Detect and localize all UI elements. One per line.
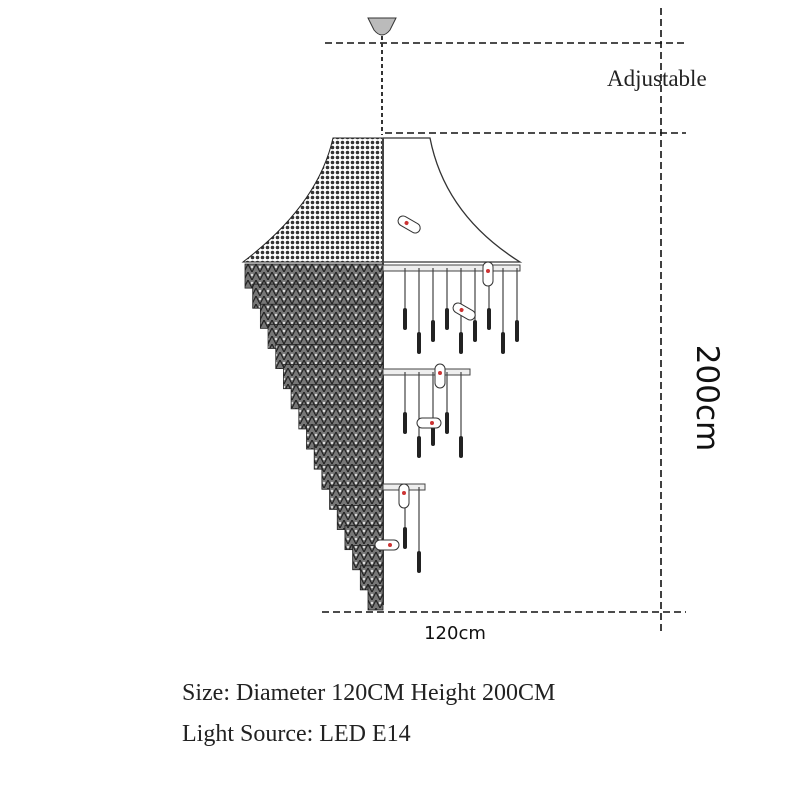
lamp-part	[403, 308, 407, 330]
lamp-part	[445, 412, 449, 434]
lamp-part	[374, 539, 400, 551]
lamp-part	[501, 332, 505, 354]
lamp-part	[445, 308, 449, 330]
lamp-part	[416, 417, 442, 429]
lamp-part	[402, 491, 406, 495]
diameter-label: 120cm	[424, 623, 486, 644]
spec-line: Size: Diameter 120CM Height 200CM	[182, 680, 555, 706]
lamp-part	[459, 436, 463, 458]
lamp-part	[417, 551, 421, 573]
lamp-part	[431, 424, 435, 446]
lamp-part	[482, 261, 494, 287]
lamp-part	[431, 320, 435, 342]
dimension-lines	[322, 8, 686, 632]
lamp-part	[515, 320, 519, 342]
lamp-part	[473, 320, 477, 342]
lamp-part	[438, 371, 442, 375]
lamp-part	[430, 421, 434, 425]
lamp-part	[397, 215, 421, 234]
lamp-part	[382, 368, 471, 376]
lamp-part	[486, 269, 490, 273]
lamp-part	[382, 264, 521, 272]
chandelier-drawing	[241, 17, 523, 611]
lamp-part	[417, 436, 421, 458]
lamp-part	[367, 585, 384, 611]
lamp-part	[404, 221, 409, 225]
adjustable-label: Adjustable	[607, 66, 707, 91]
lamp-part	[403, 412, 407, 434]
spec-line: Light Source: LED E14	[182, 721, 411, 747]
lamp-part	[452, 302, 476, 321]
lamp-part	[459, 332, 463, 354]
lamp-part	[398, 483, 410, 509]
lamp-part	[434, 363, 446, 389]
lamp-part	[487, 308, 491, 330]
lamp-part	[403, 527, 407, 549]
lamp-part	[388, 543, 392, 547]
lamp-part	[459, 308, 464, 312]
height-label: 200cm	[689, 345, 725, 451]
lamp-part	[417, 332, 421, 354]
